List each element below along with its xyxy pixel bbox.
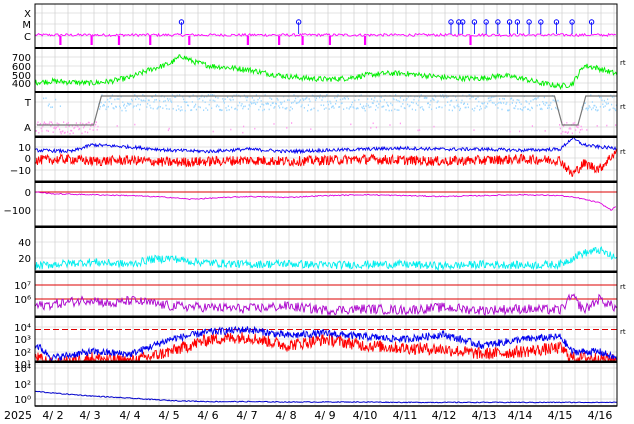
flare-marker	[471, 19, 478, 25]
time-tick-label: 4/14	[508, 409, 533, 422]
panel-dst-index: 0 −100	[4, 181, 618, 227]
flare-marker	[495, 19, 501, 25]
time-axis: 2025 4/ 2 4/ 3 4/ 4 4/ 5 4/ 6 4/ 7 4/ 8 4/ 9 4/1…	[4, 409, 612, 422]
flare-marker	[506, 19, 513, 25]
y-tick-label: 10⁰	[14, 395, 31, 406]
y-tick-label: M	[22, 20, 31, 31]
panel-frame	[34, 47, 618, 93]
y-tick-label: 10²	[14, 380, 31, 391]
flare-marker	[569, 19, 575, 25]
y-tick-label: 600	[12, 62, 31, 73]
time-tick-label: 4/13	[472, 409, 497, 422]
time-tick-label: 4/ 6	[197, 409, 218, 422]
y-tick-label: 0	[25, 154, 31, 165]
right-label: rt	[620, 103, 626, 111]
time-tick-label: 4/11	[393, 409, 418, 422]
time-tick-label: 4/10	[353, 409, 378, 422]
y-tick-label: T	[24, 98, 32, 109]
right-label: rt	[620, 148, 626, 156]
time-tick-label: 4/ 2	[42, 409, 63, 422]
flare-marker	[538, 19, 544, 25]
xray-series	[35, 32, 616, 38]
time-tick-label: 4/15	[548, 409, 573, 422]
y-tick-label: 10⁷	[14, 281, 31, 292]
right-label: rt	[620, 283, 626, 291]
proton-series-b	[35, 331, 617, 361]
year-label: 2025	[4, 409, 32, 422]
y-tick-label: 10⁴	[14, 364, 31, 375]
flare-marker	[448, 19, 454, 25]
flare-marker	[553, 19, 560, 25]
sector-line	[37, 95, 617, 126]
flare-marker	[460, 19, 466, 25]
panel-imf-bt-bz: 100−10 rt	[10, 136, 626, 182]
proton-series-a	[35, 325, 617, 361]
panel-imf-sector: T Art	[24, 91, 626, 137]
time-tick-label: 4/ 5	[158, 409, 179, 422]
panel-high-energy-proton-flux: 10⁴ 10² 10⁰	[14, 361, 618, 407]
bt-series	[35, 137, 617, 155]
wind-speed-series	[35, 54, 617, 91]
y-tick-label: 700	[12, 53, 31, 64]
panel-frame	[34, 91, 618, 137]
y-tick-label: A	[24, 123, 31, 134]
flare-marker	[483, 19, 489, 25]
flare-marker	[514, 19, 521, 25]
flare-marker	[178, 19, 185, 25]
bz-series	[35, 149, 617, 177]
y-tick-label: 0	[25, 188, 31, 199]
y-tick-label: 10⁴	[14, 323, 31, 334]
right-label: rt	[620, 59, 626, 67]
panel-xray-flare-class: XMC	[22, 3, 618, 49]
electron-series	[35, 293, 617, 316]
y-tick-label: 40	[18, 238, 31, 249]
flare-marker	[295, 19, 302, 25]
panel-frame	[34, 181, 618, 227]
y-tick-label: 10⁶	[14, 295, 31, 306]
time-tick-label: 4/12	[432, 409, 457, 422]
y-tick-label: 500	[12, 71, 31, 82]
time-tick-label: 4/ 9	[314, 409, 335, 422]
y-tick-label: −100	[4, 206, 31, 217]
y-tick-label: 10¹	[14, 360, 31, 371]
time-tick-label: 4/ 8	[275, 409, 296, 422]
y-tick-label: C	[24, 32, 31, 43]
right-label: rt	[620, 328, 626, 336]
time-tick-label: 4/16	[588, 409, 613, 422]
time-tick-label: 4/ 3	[79, 409, 100, 422]
flare-marker	[526, 19, 532, 25]
flare-marker	[588, 19, 595, 25]
panel-frame	[34, 3, 618, 49]
panels-layer: XMC700600500400rtTArt100−10rt0−100402010…	[4, 3, 626, 407]
kp-series	[35, 246, 617, 271]
panel-electron-flux: 10⁷ 10⁶ rt	[14, 271, 626, 317]
he-proton-series	[35, 390, 617, 404]
y-tick-label: 10³	[14, 335, 31, 346]
y-tick-label: 10²	[14, 348, 31, 359]
dst-series	[35, 191, 617, 211]
y-tick-label: −10	[10, 166, 31, 177]
y-tick-label: 10	[18, 143, 31, 154]
y-tick-label: 20	[18, 254, 31, 265]
y-tick-label: 400	[12, 79, 31, 90]
time-tick-label: 4/ 7	[236, 409, 257, 422]
time-tick-label: 4/ 4	[119, 409, 140, 422]
y-tick-label: X	[24, 9, 31, 20]
